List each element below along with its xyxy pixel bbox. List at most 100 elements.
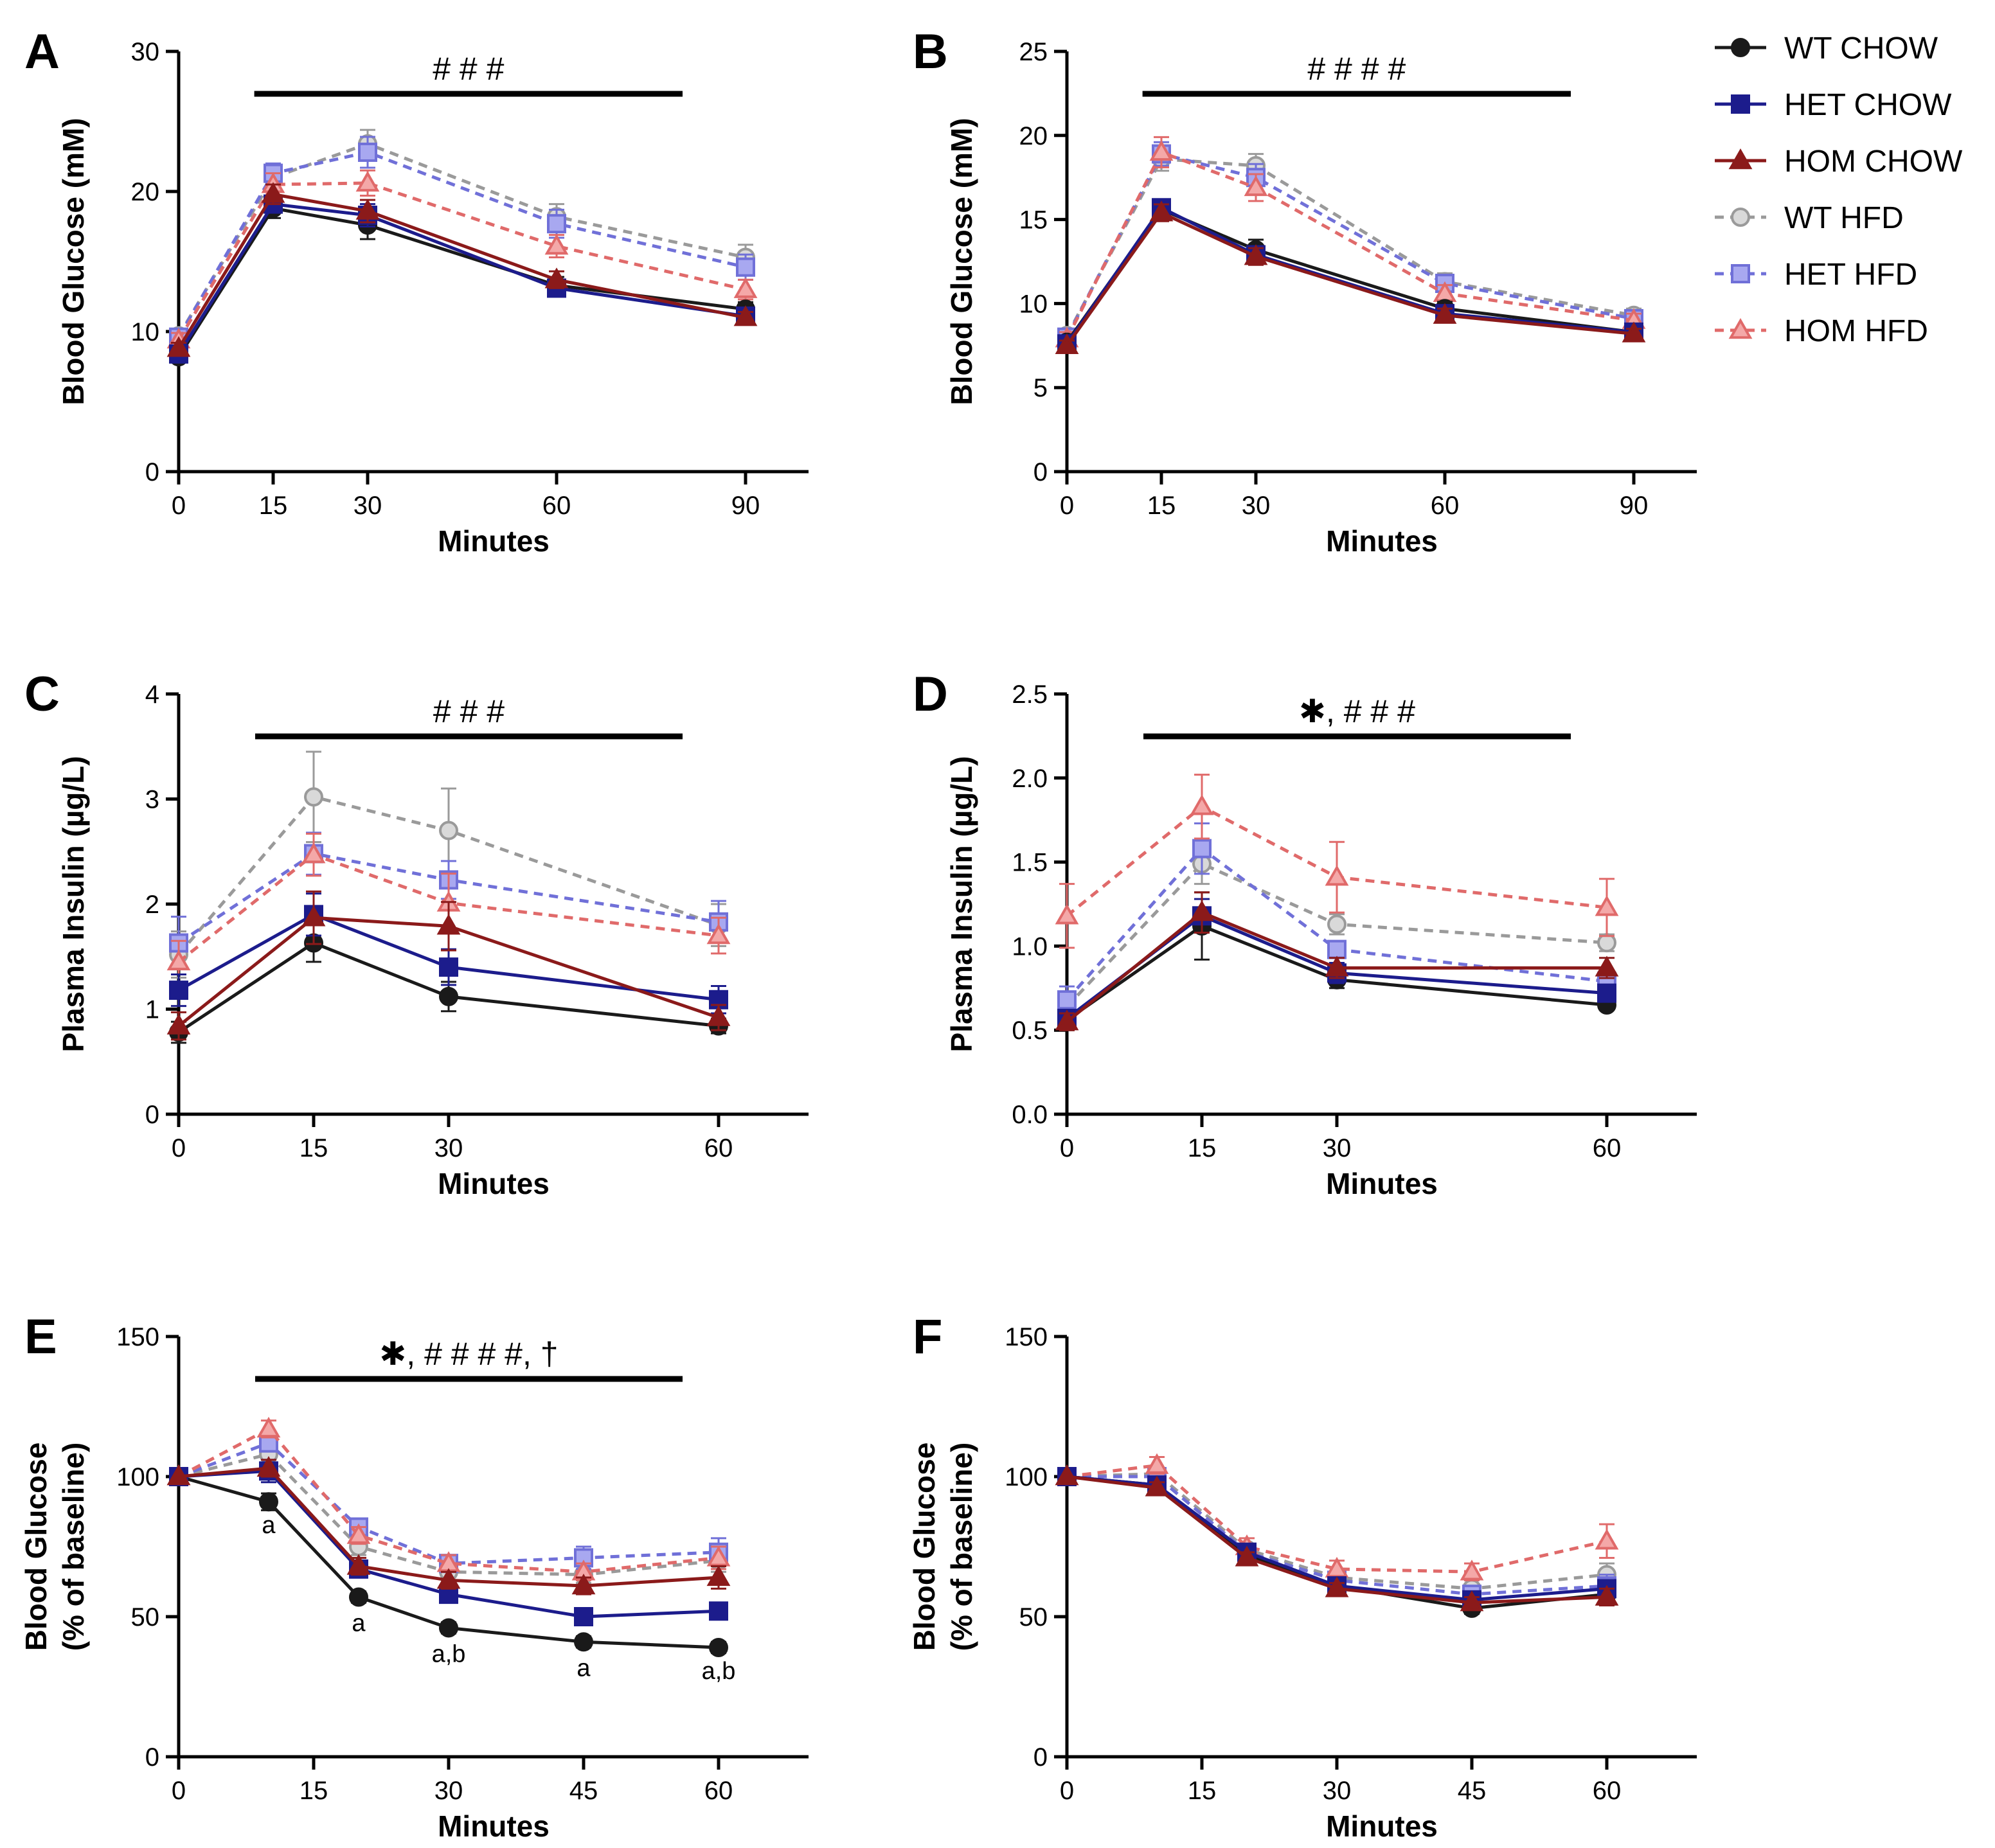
data-point — [1145, 1453, 1169, 1474]
series-line — [177, 202, 746, 355]
annotation-label: a,b — [702, 1658, 736, 1685]
x-axis-title: Minutes — [438, 1809, 550, 1843]
series-line — [178, 1441, 719, 1565]
data-point — [439, 986, 458, 1006]
data-point — [166, 1013, 191, 1035]
series-wt-hfd — [169, 129, 755, 346]
data-point — [1325, 955, 1349, 977]
y-tick-label: 150 — [116, 1323, 159, 1351]
data-point — [733, 277, 758, 298]
x-tick-label: 0 — [172, 1777, 186, 1805]
series-line — [178, 1469, 719, 1619]
panel-a: A 0 10 20 30 0 15 30 60 90 Minutes Blood Glucose (m… — [24, 24, 809, 558]
panel-letter: D — [913, 667, 948, 722]
data-point — [706, 1005, 731, 1026]
series-het-chow — [169, 1459, 728, 1626]
series-line — [1066, 862, 1607, 1008]
y-axis-title: Blood Glucose — [908, 1443, 941, 1651]
legend-label: HOM HFD — [1784, 314, 1928, 348]
series-line — [177, 916, 719, 1027]
x-tick-label: 15 — [300, 1777, 328, 1805]
data-point — [1325, 1576, 1349, 1597]
data-point — [1595, 895, 1619, 916]
series-line — [177, 181, 746, 341]
data-point — [544, 267, 569, 289]
data-point — [256, 1416, 281, 1438]
data-point — [1190, 900, 1214, 921]
y-tick-label: 20 — [1019, 122, 1048, 150]
data-point — [355, 170, 380, 192]
x-tick-label: 0 — [172, 1134, 186, 1162]
series-line — [178, 1475, 719, 1649]
data-point — [574, 1607, 593, 1626]
y-tick-label: 150 — [1005, 1323, 1048, 1351]
data-point — [439, 957, 458, 977]
x-axis-title: Minutes — [1326, 1809, 1438, 1843]
legend-label: HOM CHOW — [1784, 145, 1963, 179]
series-wt-chow — [169, 197, 755, 367]
data-point — [304, 787, 323, 807]
panel-letter: F — [913, 1310, 942, 1364]
legend: WT CHOW HET CHOW HOM CHOW WT HFD HET HFD HOM … — [1715, 31, 1963, 348]
x-tick-label: 45 — [569, 1777, 598, 1805]
series-line — [1065, 150, 1634, 340]
data-point — [706, 1565, 731, 1586]
data-point — [1327, 939, 1346, 959]
x-tick-label: 0 — [172, 492, 186, 520]
data-point — [706, 1545, 731, 1567]
series-hom-chow — [166, 890, 731, 1041]
data-point — [346, 1554, 371, 1575]
x-tick-label: 30 — [1323, 1777, 1352, 1805]
y-tick-label: 3 — [145, 786, 159, 814]
data-point — [166, 1464, 191, 1486]
data-point — [1055, 1464, 1079, 1486]
x-tick-label: 0 — [1060, 1134, 1074, 1162]
legend-label: WT CHOW — [1784, 31, 1938, 66]
annotation-label: a — [352, 1610, 366, 1637]
data-point — [1595, 955, 1619, 977]
y-tick-label: 50 — [131, 1603, 160, 1631]
data-point — [1325, 865, 1349, 886]
y-axis-title: Plasma Insulin (µg/L) — [57, 756, 90, 1052]
x-tick-label: 30 — [434, 1777, 463, 1805]
panel-c: C 0 1 2 3 4 0 15 30 60 Minutes Plasma Insulin (µg/L… — [24, 667, 809, 1200]
legend-item-wt-hfd: WT HFD — [1715, 201, 1904, 235]
x-tick-label: 60 — [704, 1134, 733, 1162]
y-axis-title: Plasma Insulin (µg/L) — [945, 756, 978, 1052]
data-point — [1595, 1585, 1619, 1606]
x-tick-label: 15 — [259, 492, 288, 520]
series-line — [177, 912, 719, 1002]
x-axis-title: Minutes — [438, 524, 550, 558]
legend-label: HET CHOW — [1784, 88, 1952, 122]
data-point — [256, 1455, 281, 1477]
data-point — [1244, 244, 1268, 265]
data-point — [259, 1492, 278, 1512]
panel-letter: A — [24, 24, 60, 79]
data-point — [736, 257, 755, 277]
series-line — [1066, 924, 1607, 1022]
series-wt-hfd — [1057, 146, 1643, 346]
legend-label: WT HFD — [1784, 201, 1904, 235]
x-tick-label: 0 — [1060, 1777, 1074, 1805]
significance-label: # # # # — [1307, 51, 1406, 87]
y-tick-label: 100 — [116, 1463, 159, 1491]
panel-e: E 0 50 100 150 0 15 30 45 60 Minutes Blood Glucose(… — [19, 1310, 809, 1843]
series-het-hfd — [169, 136, 755, 347]
x-tick-label: 15 — [1147, 492, 1176, 520]
x-tick-label: 30 — [434, 1134, 463, 1162]
series-line — [1066, 1475, 1607, 1602]
y-tick-label: 2 — [145, 891, 159, 919]
data-point — [1190, 794, 1214, 815]
y-axis-title: Blood Glucose — [19, 1443, 53, 1651]
data-point — [1460, 1559, 1484, 1581]
series-hom-chow — [166, 1455, 731, 1595]
data-point — [349, 1587, 368, 1607]
y-tick-label: 20 — [131, 178, 160, 206]
data-point — [1597, 983, 1616, 1003]
series-line — [177, 1426, 719, 1574]
series-hom-hfd — [166, 169, 758, 349]
series-hom-chow — [1055, 891, 1619, 1031]
data-point — [1433, 303, 1457, 324]
data-point — [1055, 333, 1079, 355]
